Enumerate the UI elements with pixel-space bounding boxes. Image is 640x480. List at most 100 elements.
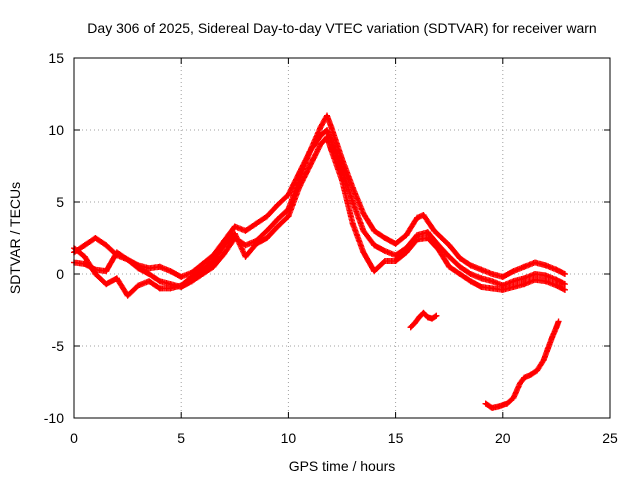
data-point-marker <box>274 223 281 230</box>
data-point-marker <box>542 262 549 269</box>
data-point-marker <box>274 201 281 208</box>
data-point-marker <box>521 281 528 288</box>
data-point-marker <box>542 272 549 279</box>
data-point-marker <box>456 255 463 262</box>
data-point-marker <box>527 371 534 378</box>
data-point-marker <box>306 148 313 155</box>
data-point-marker <box>92 271 99 277</box>
data-point-marker <box>156 285 163 292</box>
data-point-marker <box>92 235 99 241</box>
data-point-marker <box>274 216 281 223</box>
data-point-marker <box>285 191 292 198</box>
data-point-marker <box>135 282 142 289</box>
x-tick-label: 5 <box>177 430 185 446</box>
data-point-marker <box>534 367 541 374</box>
chart-title: Day 306 of 2025, Sidereal Day-to-day VTE… <box>87 20 596 36</box>
data-point-marker <box>521 263 528 270</box>
data-point-marker <box>478 266 485 273</box>
data-point-marker <box>411 319 418 326</box>
data-point-marker <box>561 271 568 277</box>
x-tick-label: 0 <box>70 430 78 446</box>
x-tick-label: 10 <box>281 430 297 446</box>
data-point-marker <box>446 253 453 260</box>
data-point-marker <box>516 380 523 387</box>
data-point-marker <box>113 275 120 282</box>
data-point-marker <box>420 309 427 316</box>
data-point-marker <box>253 240 260 247</box>
data-point-marker <box>478 275 485 282</box>
data-point-marker <box>81 253 88 260</box>
data-point-marker <box>124 256 131 263</box>
grid-lines <box>74 58 610 418</box>
data-point-marker <box>210 263 217 270</box>
data-point-marker <box>429 315 436 322</box>
data-point-marker <box>242 242 249 249</box>
y-tick-label: 10 <box>48 122 64 138</box>
data-point-marker <box>146 271 153 277</box>
plot-frame <box>73 57 611 419</box>
y-tick-label: 5 <box>56 194 64 210</box>
data-point-marker <box>561 286 568 293</box>
data-point-marker <box>555 318 562 325</box>
data-point-marker <box>542 278 549 285</box>
data-point-marker <box>253 220 260 227</box>
data-point-marker <box>360 227 367 234</box>
data-point-marker <box>531 276 538 283</box>
data-point-marker <box>306 163 313 169</box>
data-point-marker <box>431 227 438 234</box>
data-point-marker <box>360 249 367 256</box>
data-point-marker <box>156 263 163 270</box>
data-point-marker <box>510 268 517 275</box>
data-point-marker <box>221 250 228 257</box>
data-point-marker <box>371 268 378 275</box>
data-point-marker <box>414 236 421 243</box>
data-point-marker <box>553 266 560 273</box>
data-point-marker <box>360 210 367 217</box>
data-point-marker <box>499 286 506 293</box>
data-point-marker <box>478 283 485 290</box>
data-point-marker <box>199 260 206 267</box>
y-axis-label: SDTVAR / TECUs <box>7 182 23 294</box>
data-point-marker <box>531 271 538 277</box>
data-point-marker <box>242 227 249 234</box>
data-point-marker <box>81 242 88 249</box>
data-point-marker <box>167 285 174 292</box>
data-point-marker <box>521 374 528 381</box>
data-point-marker <box>221 242 228 249</box>
data-point-marker <box>242 253 249 260</box>
data-point-marker <box>540 357 547 364</box>
data-point-marker <box>403 232 410 239</box>
data-point-marker <box>456 271 463 277</box>
data-point-marker <box>495 403 502 410</box>
data-point-marker <box>510 278 517 285</box>
data-point-marker <box>381 235 388 241</box>
data-point-marker <box>553 282 560 289</box>
data-point-marker <box>178 273 185 280</box>
data-point-marker <box>392 252 399 259</box>
x-tick-label: 15 <box>388 430 404 446</box>
data-point-marker <box>156 278 163 285</box>
data-point-marker <box>446 263 453 270</box>
data-point-marker <box>103 268 110 275</box>
data-point-marker <box>231 230 238 237</box>
data-point-marker <box>553 324 560 331</box>
data-point-marker <box>456 263 463 270</box>
data-point-marker <box>263 213 270 220</box>
data-point-marker <box>489 278 496 285</box>
data-point-marker <box>521 275 528 282</box>
data-point-marker <box>403 249 410 256</box>
data-point-marker <box>510 283 517 290</box>
data-point-marker <box>124 292 131 299</box>
data-point-marker <box>420 211 427 218</box>
y-tick-label: 0 <box>56 266 64 282</box>
y-tick-label: -5 <box>52 338 65 354</box>
data-point-marker <box>103 281 110 288</box>
data-point-marker <box>489 404 496 411</box>
data-point-marker <box>467 262 474 269</box>
data-point-marker <box>103 242 110 249</box>
data-point-marker <box>544 345 551 352</box>
data-point-marker <box>328 147 335 154</box>
data-point-marker <box>167 268 174 275</box>
data-point-marker <box>467 278 474 285</box>
data-point-marker <box>349 220 356 227</box>
